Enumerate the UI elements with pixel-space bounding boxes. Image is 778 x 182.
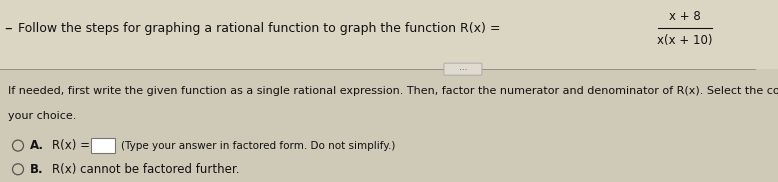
FancyBboxPatch shape [91, 138, 115, 153]
Text: x + 8: x + 8 [669, 10, 701, 23]
Text: R(x) =: R(x) = [52, 139, 90, 152]
Text: A.: A. [30, 139, 44, 152]
Text: ⋯: ⋯ [459, 65, 467, 74]
FancyBboxPatch shape [444, 63, 482, 75]
Text: x(x + 10): x(x + 10) [657, 34, 713, 48]
Text: B.: B. [30, 163, 44, 176]
Text: If needed, first write the given function as a single rational expression. Then,: If needed, first write the given functio… [8, 86, 778, 96]
FancyBboxPatch shape [0, 0, 778, 69]
Text: (Type your answer in factored form. Do not simplify.): (Type your answer in factored form. Do n… [121, 141, 395, 151]
Text: –: – [4, 21, 12, 36]
Text: R(x) cannot be factored further.: R(x) cannot be factored further. [52, 163, 240, 176]
Text: Follow the steps for graphing a rational function to graph the function R(x) =: Follow the steps for graphing a rational… [18, 22, 500, 35]
Text: your choice.: your choice. [8, 111, 76, 120]
